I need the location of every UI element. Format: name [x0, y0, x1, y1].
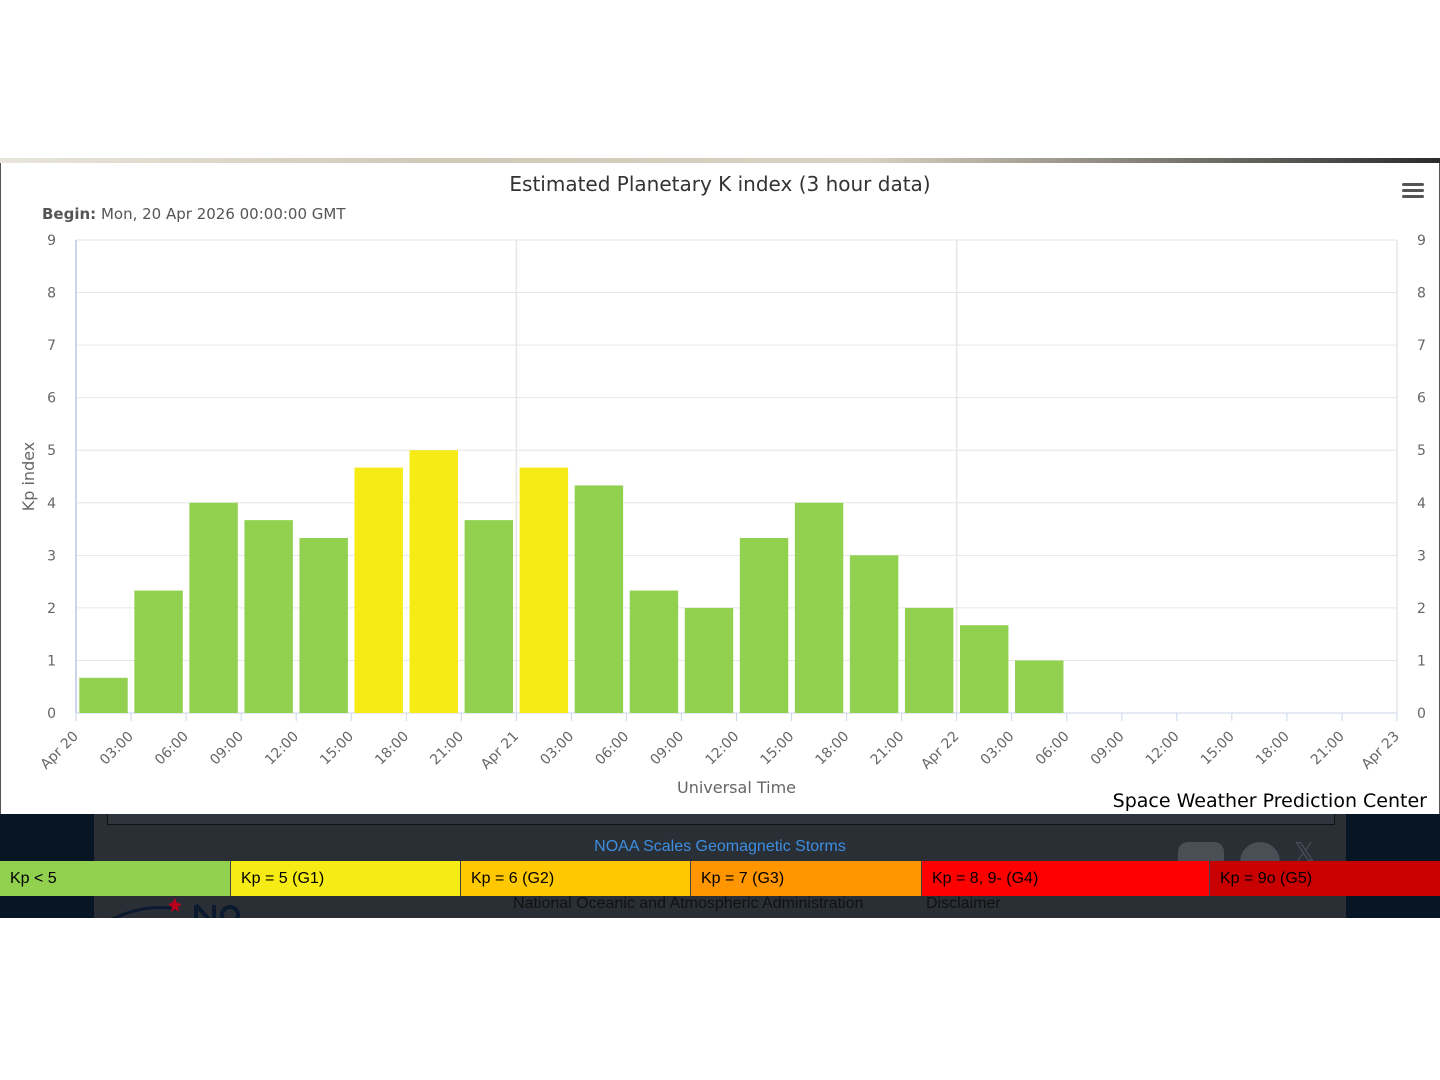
- y-tick-label-right: 9: [1417, 233, 1426, 249]
- kp-legend: Kp < 5 Kp = 5 (G1) Kp = 6 (G2) Kp = 7 (G…: [0, 861, 1440, 896]
- x-tick-label: 15:00: [1198, 729, 1238, 769]
- noaa-logo[interactable]: [104, 897, 244, 918]
- legend-kp-g5: Kp = 9o (G5): [1210, 861, 1440, 896]
- legend-kp-g4: Kp = 8, 9- (G4): [922, 861, 1210, 896]
- y-tick-label-right: 0: [1417, 706, 1426, 722]
- y-tick-label-left: 7: [47, 338, 56, 354]
- x-tick-label: 21:00: [1308, 729, 1348, 769]
- x-tick-label: 03:00: [537, 729, 577, 769]
- kp-bar: [739, 537, 789, 713]
- y-tick-label-right: 5: [1417, 443, 1426, 459]
- x-tick-label: 06:00: [1033, 729, 1073, 769]
- kp-bar: [244, 520, 293, 713]
- chart-subtitle: Begin: Mon, 20 Apr 2026 00:00:00 GMT: [42, 205, 346, 223]
- page-background-strip: [0, 158, 1440, 163]
- kp-bar: [464, 520, 514, 713]
- noaa-logo-graphic: [110, 898, 240, 918]
- x-tick-label: 12:00: [262, 729, 302, 769]
- legend-kp-g3: Kp = 7 (G3): [691, 861, 922, 896]
- kp-bar: [794, 502, 844, 713]
- x-tick-label: 12:00: [702, 729, 742, 769]
- y-tick-label-right: 3: [1417, 548, 1426, 564]
- x-tick-label: Apr 20: [38, 729, 82, 773]
- x-tick-label: 15:00: [758, 729, 798, 769]
- x-tick-label: 18:00: [1253, 729, 1293, 769]
- chart-title: Estimated Planetary K index (3 hour data…: [509, 172, 931, 196]
- y-tick-label-right: 8: [1417, 286, 1426, 302]
- legend-kp-below-5: Kp < 5: [0, 861, 231, 896]
- kp-bar: [189, 502, 238, 713]
- y-tick-label-left: 6: [47, 391, 56, 407]
- kp-bar: [134, 590, 183, 713]
- x-tick-label: 03:00: [978, 729, 1018, 769]
- y-tick-label-left: 1: [47, 653, 56, 669]
- noaa-scales-link[interactable]: NOAA Scales Geomagnetic Storms: [594, 838, 846, 855]
- legend-kp-g2: Kp = 6 (G2): [461, 861, 691, 896]
- y-axis-title: Kp index: [19, 442, 38, 512]
- subtitle-value: Mon, 20 Apr 2026 00:00:00 GMT: [100, 205, 346, 223]
- kp-bar: [1015, 660, 1064, 713]
- x-tick-label: 15:00: [317, 729, 357, 769]
- kp-bar-chart: 0 0 1 1 2 2 3 3 4 4 5 5 6 6 7 7 8 8 9 9 Apr 20 03:00 06:00 09:0…: [19, 233, 1426, 797]
- disclaimer-link[interactable]: Disclaimer: [926, 895, 1001, 912]
- x-tick-label: 06:00: [592, 729, 632, 769]
- kp-bar: [684, 607, 734, 713]
- y-tick-label-right: 4: [1417, 496, 1426, 512]
- y-tick-label-left: 2: [47, 601, 56, 617]
- x-tick-label: Apr 22: [918, 729, 962, 773]
- y-tick-label-left: 0: [47, 706, 56, 722]
- x-tick-label: Apr 21: [478, 729, 522, 773]
- x-tick-label: 12:00: [1143, 729, 1183, 769]
- kp-bar: [959, 625, 1009, 713]
- x-tick-label: Apr 23: [1359, 729, 1403, 773]
- y-tick-label-right: 7: [1417, 338, 1426, 354]
- x-social-icon[interactable]: 𝕏: [1294, 838, 1315, 868]
- x-axis-title: Universal Time: [677, 778, 796, 797]
- kp-bar: [79, 677, 128, 713]
- kp-bar: [849, 555, 899, 713]
- y-tick-label-left: 8: [47, 286, 56, 302]
- x-tick-label: 09:00: [1088, 729, 1128, 769]
- kp-bar: [629, 590, 679, 713]
- subtitle-label: Begin:: [42, 205, 97, 223]
- y-tick-label-left: 3: [47, 548, 56, 564]
- kp-bar: [299, 537, 348, 713]
- y-tick-label-right: 2: [1417, 601, 1426, 617]
- x-tick-label: 18:00: [372, 729, 412, 769]
- kp-bar: [354, 467, 403, 713]
- kp-bar: [904, 607, 954, 713]
- chart-menu-icon[interactable]: [1398, 180, 1428, 206]
- x-tick-label: 03:00: [97, 729, 137, 769]
- agency-link[interactable]: National Oceanic and Atmospheric Adminis…: [513, 895, 864, 912]
- facebook-icon[interactable]: [1240, 842, 1280, 864]
- y-tick-label-left: 4: [47, 496, 56, 512]
- x-tick-label: 21:00: [868, 729, 908, 769]
- x-tick-label: 09:00: [207, 729, 247, 769]
- chart-credits[interactable]: Space Weather Prediction Center: [1112, 790, 1427, 812]
- x-tick-label: 18:00: [813, 729, 853, 769]
- x-tick-label: 21:00: [427, 729, 467, 769]
- y-tick-label-right: 1: [1417, 653, 1426, 669]
- y-tick-label-left: 5: [47, 443, 56, 459]
- legend-kp-g1: Kp = 5 (G1): [231, 861, 461, 896]
- y-tick-label-right: 6: [1417, 391, 1426, 407]
- kp-bar: [409, 450, 458, 713]
- y-tick-label-left: 9: [47, 233, 56, 249]
- x-tick-label: 06:00: [152, 729, 192, 769]
- youtube-icon[interactable]: [1178, 842, 1224, 864]
- x-tick-label: 09:00: [647, 729, 687, 769]
- footer-box: [107, 814, 1335, 825]
- kp-bar: [519, 467, 569, 713]
- kp-bar: [574, 485, 624, 713]
